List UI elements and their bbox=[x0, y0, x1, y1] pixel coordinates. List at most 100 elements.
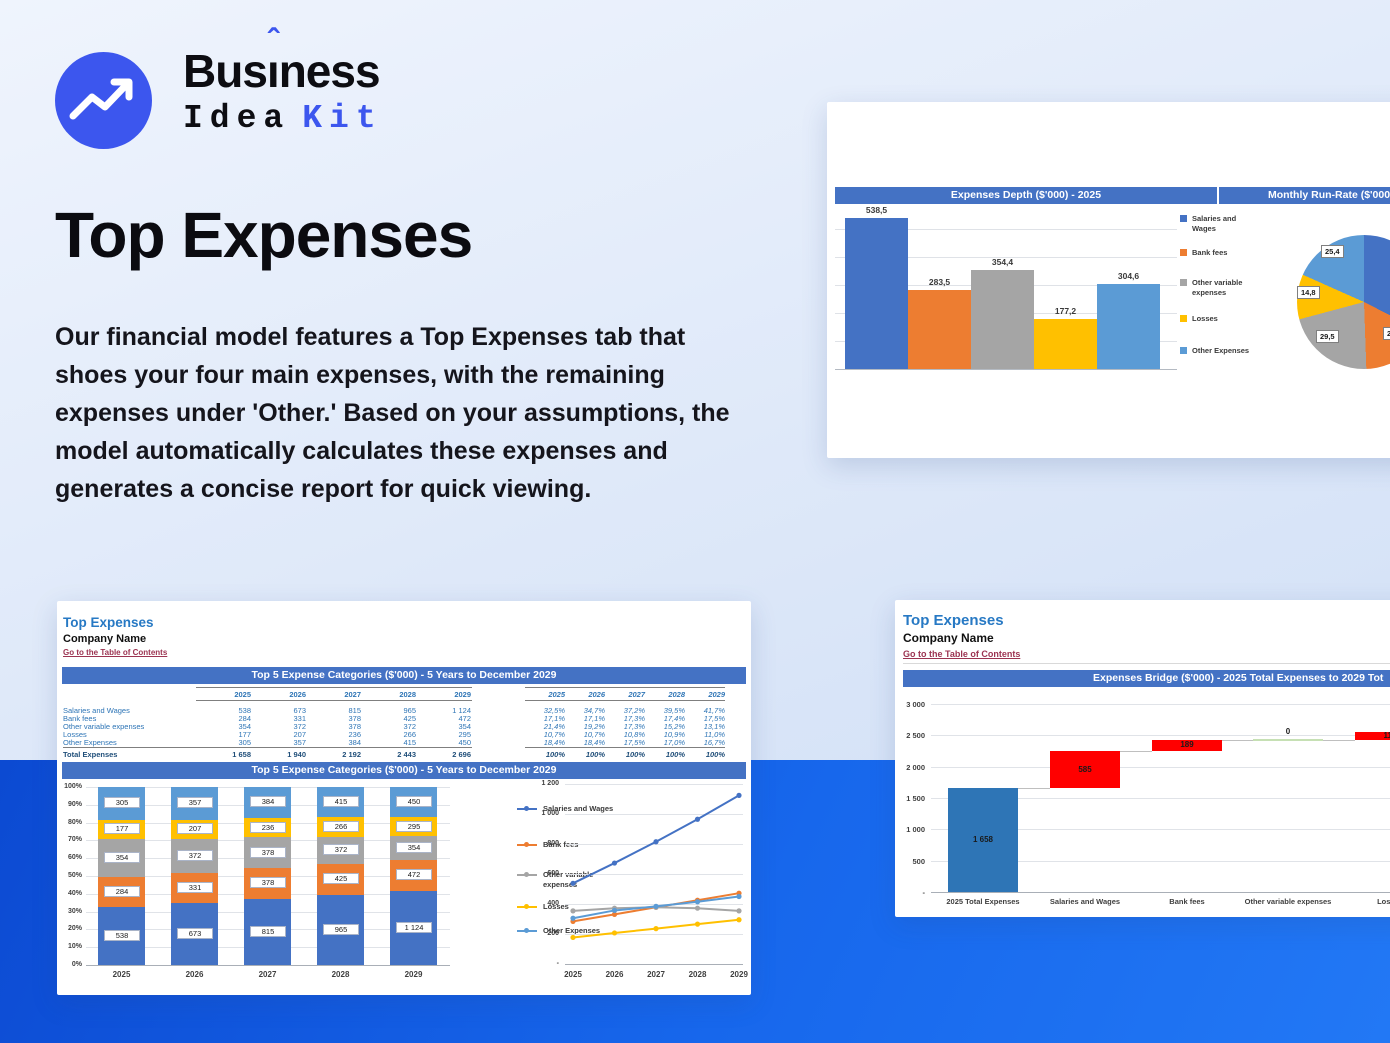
y-tick-label: 2 500 bbox=[906, 731, 925, 741]
y-tick-label: 3 000 bbox=[906, 700, 925, 709]
table-rule bbox=[525, 700, 725, 701]
data-point-marker bbox=[611, 907, 618, 914]
bar bbox=[908, 289, 971, 369]
data-point-marker bbox=[694, 816, 701, 822]
table-of-contents-link[interactable]: Go to the Table of Contents bbox=[63, 648, 168, 657]
bar bbox=[845, 218, 908, 369]
waterfall-bar bbox=[1050, 751, 1120, 788]
data-point-marker bbox=[694, 905, 701, 911]
legend-label: Other variable expenses bbox=[1192, 278, 1243, 297]
legend-label: Losses bbox=[1192, 314, 1218, 323]
cell-value: 207 bbox=[293, 730, 306, 739]
bar-value-label: 189 bbox=[1180, 740, 1194, 750]
cell-pct: 41,7% bbox=[703, 706, 725, 715]
top5-line-chart bbox=[570, 792, 742, 941]
segment-value-label: 331 bbox=[177, 882, 213, 893]
col-header-year: 2028 bbox=[668, 690, 685, 699]
bar-value-label: 585 bbox=[1078, 764, 1092, 774]
legend-swatch bbox=[1180, 347, 1187, 354]
segment-value-label: 1 124 bbox=[396, 921, 432, 933]
grid-line bbox=[931, 829, 1390, 831]
segment-value-label: 472 bbox=[396, 869, 432, 881]
y-tick-label: 90% bbox=[67, 800, 82, 808]
cell-value: 425 bbox=[403, 714, 416, 723]
segment-value-label: 450 bbox=[396, 795, 432, 807]
grid-line bbox=[835, 257, 1177, 258]
legend-swatch bbox=[1180, 315, 1187, 322]
x-tick-label: 2028 bbox=[331, 970, 350, 979]
bar-value-label: 1 658 bbox=[972, 834, 994, 844]
cell-value: 357 bbox=[293, 738, 306, 747]
expenses-depth-bar-chart: 538,5 283,5 354,4 177,2 304,6 bbox=[835, 205, 1180, 377]
cell-value: 1 124 bbox=[452, 706, 471, 715]
table-of-contents-link[interactable]: Go to the Table of Contents bbox=[903, 649, 1021, 659]
legend-label: Salaries and Wages bbox=[543, 804, 614, 813]
data-point-marker bbox=[736, 917, 742, 923]
cell-value: 295 bbox=[458, 730, 471, 739]
company-name: Company Name bbox=[903, 631, 994, 645]
x-tick-label: 2028 bbox=[688, 970, 707, 979]
y-tick-label: 50% bbox=[67, 872, 82, 879]
waterfall-zero-connector bbox=[1253, 738, 1323, 742]
segment-value-label: 354 bbox=[396, 841, 432, 853]
segment-value-label: 378 bbox=[250, 877, 286, 889]
total-pct: 100% bbox=[625, 750, 645, 759]
grid-line bbox=[931, 704, 1390, 705]
brand-kit: Kit bbox=[302, 100, 383, 137]
data-point-marker bbox=[736, 792, 742, 798]
trend-arrow-icon bbox=[69, 78, 133, 120]
bridge-chart-header-band: Expenses Bridge ($'000) - 2025 Total Exp… bbox=[903, 670, 1390, 687]
cell-value: 384 bbox=[348, 738, 361, 747]
cell-value: 236 bbox=[348, 730, 361, 739]
top5-expenses-sheet-card: Top Expenses Company Name Go to the Tabl… bbox=[57, 601, 751, 995]
y-tick-label: 400 bbox=[547, 900, 559, 907]
grid-line bbox=[835, 369, 1177, 370]
segment-value-label: 305 bbox=[104, 797, 140, 809]
top5-expense-table: 2025 2025 2026 2026 2027 2027 2028 2028 2029 2029… bbox=[57, 687, 751, 761]
cell-pct: 32,5% bbox=[543, 706, 565, 715]
col-header-year: 2027 bbox=[344, 690, 361, 699]
data-point-marker bbox=[694, 899, 701, 905]
waterfall-connector bbox=[1323, 739, 1355, 741]
hero-paragraph: Our financial model features a Top Expen… bbox=[55, 323, 730, 503]
circumflex-accent: ˆ bbox=[267, 23, 279, 61]
data-point-marker bbox=[611, 860, 618, 866]
segment-value-label: 295 bbox=[396, 820, 432, 832]
waterfall-bar bbox=[1355, 732, 1390, 740]
top5-table-header-band: Top 5 Expense Categories ($'000) - 5 Yea… bbox=[62, 667, 746, 684]
cell-value: 284 bbox=[238, 714, 251, 723]
y-tick-label: - bbox=[556, 960, 559, 967]
col-header-year: 2028 bbox=[399, 690, 416, 699]
legend-label: Losses bbox=[543, 902, 569, 911]
pie-slice-label: 14,8 bbox=[1297, 286, 1320, 299]
data-point-marker bbox=[611, 911, 618, 917]
legend-label: Bank fees bbox=[1192, 248, 1228, 257]
cell-pct: 37,2% bbox=[623, 706, 645, 715]
segment-value-label: 378 bbox=[250, 846, 286, 858]
segment-value-label: 266 bbox=[323, 820, 359, 832]
company-name: Company Name bbox=[63, 633, 147, 645]
total-value: 2 696 bbox=[452, 750, 471, 759]
waterfall-connector bbox=[1222, 739, 1253, 741]
brand-line2: Idea Kit bbox=[183, 100, 383, 137]
divider bbox=[903, 663, 1390, 664]
y-tick-label: 500 bbox=[912, 856, 925, 866]
y-tick-label: 100% bbox=[64, 783, 82, 790]
cell-pct: 10,9% bbox=[663, 730, 685, 739]
cell-pct: 34,7% bbox=[583, 706, 605, 715]
cell-pct: 15,2% bbox=[663, 722, 685, 731]
legend-label: Other Expenses bbox=[1192, 346, 1250, 355]
x-tick-label: 2029 bbox=[730, 970, 748, 979]
cell-pct: 17,1% bbox=[543, 714, 565, 723]
brand-logo-circle bbox=[55, 52, 152, 149]
legend-swatch bbox=[1180, 215, 1187, 222]
row-label: Other Expenses bbox=[63, 738, 117, 747]
legend-marker-dot bbox=[524, 872, 529, 877]
grid-line bbox=[565, 874, 743, 875]
legend-marker-dot bbox=[524, 904, 529, 909]
cell-pct: 17,3% bbox=[623, 722, 645, 731]
pie-slice-label: 25,4 bbox=[1321, 245, 1344, 258]
cell-value: 673 bbox=[293, 706, 306, 715]
cell-value: 266 bbox=[403, 730, 416, 739]
x-tick-label: 2026 bbox=[605, 970, 624, 979]
